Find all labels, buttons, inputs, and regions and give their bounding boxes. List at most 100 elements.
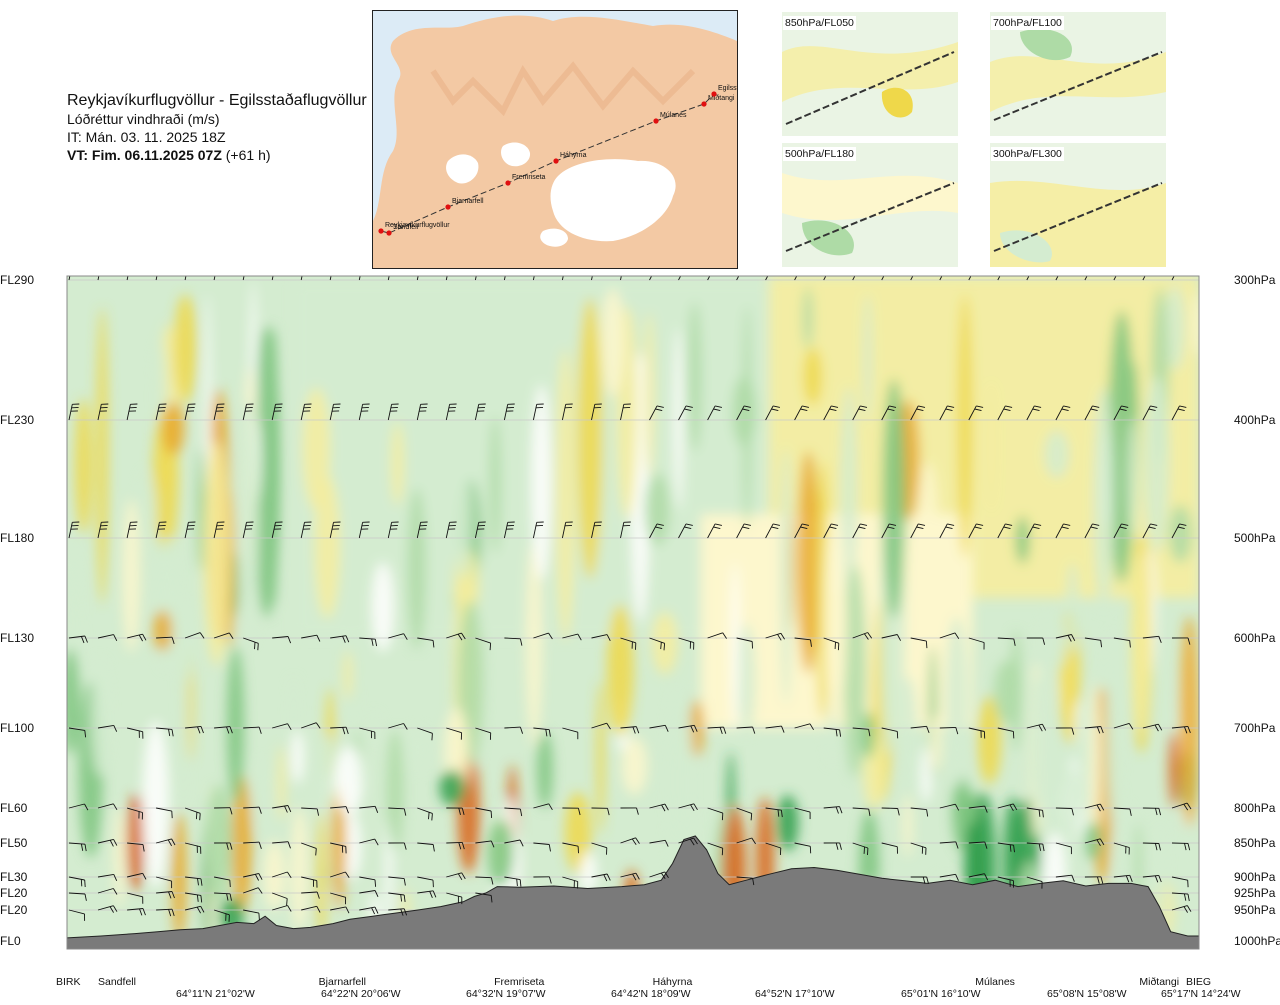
wind-barb (271, 403, 283, 421)
wind-barb-shaft (939, 803, 956, 809)
hpa-tick-label: 1000hPa (1234, 934, 1280, 948)
wind-barb-shaft (736, 637, 753, 642)
wind-barb-shaft (533, 727, 550, 731)
wind-barb (155, 838, 176, 847)
wind-barb-shaft (1201, 877, 1217, 881)
wind-barb-feather (1038, 724, 1043, 732)
field-cell (263, 840, 286, 911)
field-cell (302, 387, 331, 511)
wind-barb-feather (519, 839, 524, 847)
route-point-label: Bjarnarfell (452, 198, 484, 205)
wind-barb-shaft (416, 404, 422, 421)
wind-barb (1026, 723, 1047, 732)
wind-barb (388, 908, 408, 916)
wind-barb-shaft (910, 637, 927, 642)
wind-barb (620, 726, 640, 734)
field-cell (732, 376, 757, 447)
wind-barb-shaft (910, 725, 927, 729)
wind-barb-feather (139, 908, 143, 916)
wind-barb-shaft (1084, 637, 1101, 641)
wind-barb-feather (371, 638, 374, 646)
wind-barb (1142, 405, 1158, 421)
mini-map-label: 850hPa/FL050 (783, 16, 856, 30)
wind-barb-shaft (765, 725, 782, 729)
wind-barb (765, 842, 782, 856)
wind-barb-shaft (97, 803, 114, 809)
wind-barb-feather (345, 635, 350, 643)
wind-barb (649, 803, 669, 812)
field-cell (253, 758, 278, 839)
coordinate-label: 64°32'N 19°07'W (466, 988, 546, 1000)
wind-barb-shaft (301, 905, 317, 911)
wind-barb-feather (917, 269, 924, 271)
wind-barb-shaft (939, 632, 956, 639)
wind-barb-feather (403, 908, 408, 916)
wind-barb (1055, 405, 1071, 421)
wind-barb (388, 807, 407, 816)
wind-barb-shaft (156, 727, 173, 730)
glacier-vatnajokull (550, 159, 676, 242)
wind-barb (329, 403, 341, 421)
hpa-tick-label: 500hPa (1234, 531, 1276, 545)
wind-barb-feather (606, 873, 611, 881)
wind-barb (532, 276, 535, 281)
field-cell (863, 292, 872, 424)
wind-barb-feather (835, 729, 838, 737)
wind-barb-feather (1149, 269, 1156, 271)
location-label: BIEG (1186, 976, 1211, 988)
wind-barb-shaft (852, 842, 869, 849)
wind-barb (910, 405, 926, 421)
wind-barb (271, 276, 274, 281)
wind-barb-feather (1154, 724, 1159, 732)
wind-barb (1113, 405, 1129, 421)
wind-barb-feather (432, 640, 435, 648)
wind-barb-shaft (1142, 635, 1159, 639)
wind-barb-shaft (97, 724, 114, 729)
wind-barb (1084, 803, 1105, 812)
wind-barb-shaft (68, 635, 85, 639)
wind-barb-feather (1209, 266, 1216, 268)
wind-barb-shaft (271, 404, 276, 421)
wind-barb-shaft (620, 276, 622, 281)
wind-barb (272, 841, 291, 849)
wind-barb (272, 905, 292, 912)
wind-barb-shaft (97, 276, 100, 281)
hpa-tick-label: 950hPa (1234, 903, 1276, 917)
wind-barb-shaft (736, 726, 753, 729)
wind-barb-shaft (649, 276, 653, 281)
wind-barb-feather (1186, 802, 1192, 810)
wind-barb (794, 637, 812, 647)
wind-barb-feather (664, 840, 669, 847)
wind-barb-feather (860, 523, 868, 526)
wind-barb-shaft (533, 842, 550, 845)
wind-barb (707, 276, 711, 281)
wind-barb (968, 727, 986, 739)
wind-barb-feather (257, 887, 263, 894)
wind-barb-shaft (736, 876, 753, 879)
wind-barb (97, 873, 118, 881)
wind-barb-feather (287, 841, 291, 849)
hpa-tick-label: 900hPa (1234, 870, 1276, 884)
wind-barb (359, 876, 377, 887)
wind-barb-feather (1042, 844, 1045, 852)
wind-barb-shaft (794, 405, 803, 421)
wind-barb-feather (316, 906, 321, 913)
field-cell (226, 646, 245, 804)
wind-barb (1055, 276, 1059, 281)
wind-barb-feather (684, 408, 692, 412)
wind-barb (1171, 892, 1190, 902)
coordinate-label: 65°17'N 14°24'W (1161, 988, 1241, 1000)
wind-barb (707, 405, 722, 421)
wind-barb-feather (457, 633, 463, 641)
field-cell (1127, 417, 1138, 542)
wind-barb-shaft (620, 637, 636, 644)
wind-barb-shaft (707, 405, 716, 421)
wind-barb-feather (1032, 408, 1040, 412)
wind-barb-shaft (881, 842, 898, 848)
wind-barb-feather (80, 843, 84, 851)
wind-barb-feather (897, 808, 900, 816)
wind-barb-feather (974, 408, 982, 412)
wind-barb-feather (1150, 266, 1157, 268)
wind-barb (243, 909, 260, 921)
wind-barb (1171, 405, 1187, 421)
